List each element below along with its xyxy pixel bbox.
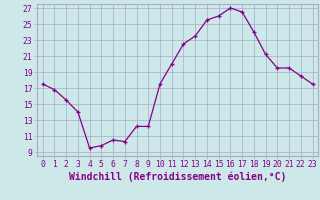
- X-axis label: Windchill (Refroidissement éolien,°C): Windchill (Refroidissement éolien,°C): [69, 172, 286, 182]
